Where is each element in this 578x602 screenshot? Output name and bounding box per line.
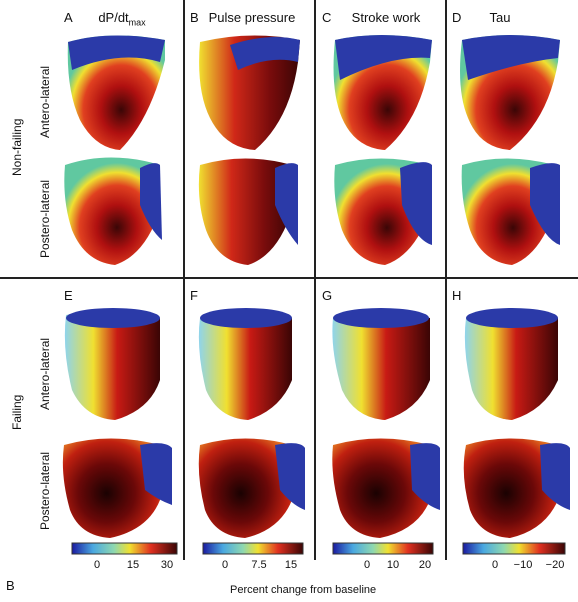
cbar2-tick-2: 15	[284, 559, 298, 571]
panel-letter-b: B	[190, 10, 199, 25]
panel-letter-f: F	[190, 288, 198, 303]
heart-g-postero	[332, 438, 440, 538]
heart-e-postero	[62, 438, 172, 538]
colorbar-1	[71, 542, 178, 555]
cbar4-tick-2: −20	[545, 559, 565, 571]
column-title-stroke-work: Stroke work	[351, 10, 421, 25]
cbar1-tick-0: 0	[93, 559, 101, 571]
heart-c-postero	[334, 158, 432, 265]
column-title-dpdt: dP/dtmax	[52, 10, 192, 28]
heart-d-antero	[460, 35, 560, 150]
panel-letter-g: G	[322, 288, 333, 303]
column-title-dpdt-text: dP/dt	[98, 10, 129, 25]
cbar3-tick-0: 0	[363, 559, 371, 571]
divider-vertical-2	[314, 0, 316, 560]
column-title-dpdt-subscript: max	[128, 17, 146, 28]
cbar4-tick-0: 0	[491, 559, 499, 571]
panel-letter-h: H	[452, 288, 462, 303]
heart-h-antero	[464, 308, 558, 420]
cbar1-tick-1: 15	[126, 559, 140, 571]
panel-letter-d: D	[452, 10, 462, 25]
cbar3-tick-2: 20	[418, 559, 432, 571]
figure-letter: B	[6, 578, 15, 593]
heart-e-antero	[64, 308, 160, 420]
heart-c-antero	[333, 35, 432, 150]
panel-letter-a: A	[64, 10, 73, 25]
heart-b-antero	[199, 35, 300, 150]
cbar2-tick-1: 7.5	[251, 559, 267, 571]
colorbar-4	[462, 542, 566, 555]
cbar3-tick-1: 10	[386, 559, 400, 571]
xaxis-caption: Percent change from baseline	[230, 584, 377, 596]
heart-d-postero	[461, 158, 560, 265]
cbar2-tick-0: 0	[221, 559, 229, 571]
cbar4-tick-1: −10	[513, 559, 533, 571]
cbar1-tick-2: 30	[160, 559, 174, 571]
heart-f-antero	[198, 308, 292, 420]
colorbar-3	[332, 542, 434, 555]
heart-a-postero	[64, 157, 162, 265]
heart-a-antero	[67, 35, 165, 150]
panel-letter-c: C	[322, 10, 332, 25]
heart-h-postero	[463, 438, 570, 538]
panel-letter-e: E	[64, 288, 73, 303]
column-title-tau: Tau	[489, 10, 511, 25]
heart-b-postero	[198, 158, 298, 265]
divider-vertical-3	[445, 0, 447, 560]
heart-f-postero	[198, 438, 305, 538]
divider-horizontal	[0, 277, 578, 279]
column-title-pulse-pressure: Pulse pressure	[208, 10, 296, 25]
heart-g-antero	[332, 308, 430, 420]
divider-vertical-1	[183, 0, 185, 560]
colorbar-2	[202, 542, 304, 555]
